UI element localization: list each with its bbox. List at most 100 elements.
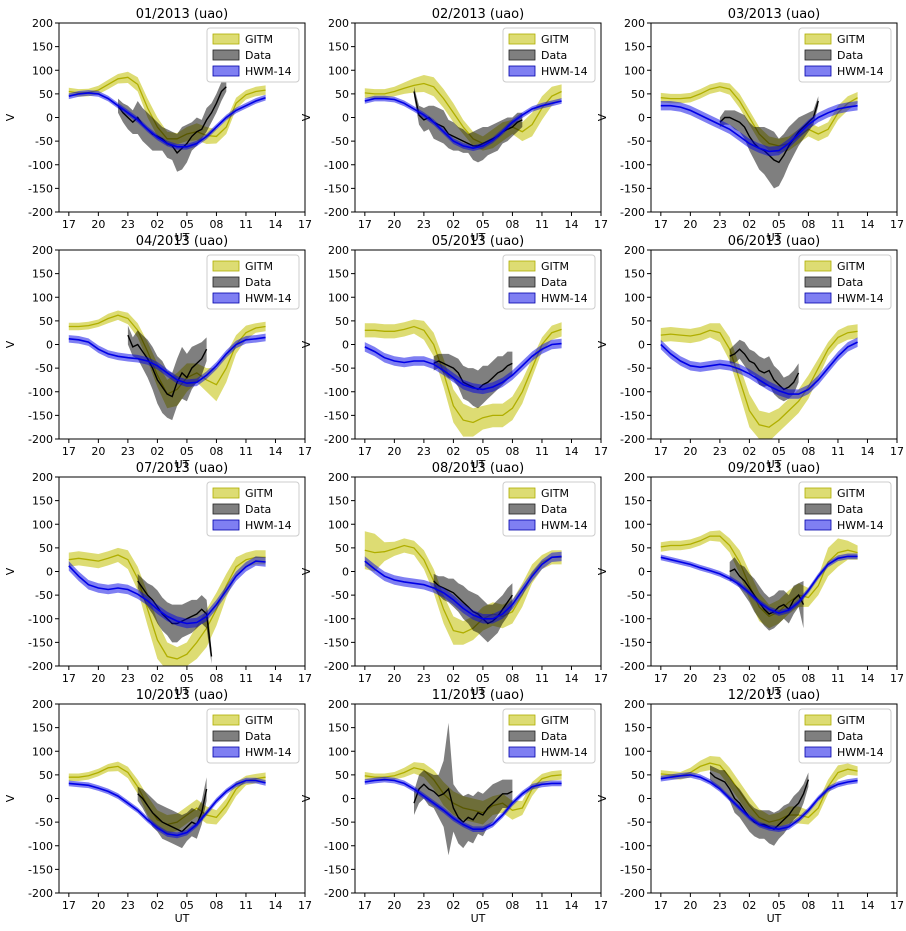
hwm-legend-swatch bbox=[804, 746, 832, 758]
y-tick-label: -100 bbox=[28, 159, 53, 172]
y-tick-label: -200 bbox=[620, 433, 645, 446]
x-tick-label: 02 bbox=[446, 445, 460, 458]
y-tick-label: 100 bbox=[624, 64, 645, 77]
hwm-legend-swatch bbox=[508, 65, 536, 77]
gitm-legend-swatch bbox=[804, 260, 832, 272]
y-tick-label: 50 bbox=[335, 542, 349, 555]
y-tick-label: -200 bbox=[28, 660, 53, 673]
panel-title: 06/2013 (uao) bbox=[728, 234, 820, 249]
x-tick-label: 08 bbox=[209, 218, 223, 231]
hwm-line bbox=[364, 342, 562, 391]
y-tick-label: -100 bbox=[324, 386, 349, 399]
hwm-legend-label: HWM-14 bbox=[541, 746, 588, 759]
x-axis-label: UT bbox=[767, 912, 782, 925]
plot-area bbox=[68, 71, 266, 172]
x-tick-label: 17 bbox=[654, 672, 668, 685]
x-tick-label: 11 bbox=[831, 218, 845, 231]
plot-area bbox=[68, 547, 266, 666]
hwm-line bbox=[364, 555, 562, 620]
y-tick-label: 50 bbox=[39, 88, 53, 101]
hwm-line bbox=[660, 341, 858, 395]
y-tick-label: -150 bbox=[324, 182, 349, 195]
hwm-band bbox=[68, 556, 266, 629]
x-tick-label: 17 bbox=[298, 899, 312, 912]
gitm-legend-label: GITM bbox=[245, 33, 273, 46]
data-legend-swatch bbox=[804, 503, 832, 515]
y-tick-label: 150 bbox=[328, 268, 349, 281]
gitm-legend-swatch bbox=[804, 714, 832, 726]
y-tick-label: 100 bbox=[32, 291, 53, 304]
x-tick-label: 17 bbox=[298, 672, 312, 685]
x-tick-label: 17 bbox=[298, 445, 312, 458]
gitm-band bbox=[68, 761, 266, 834]
gitm-band bbox=[364, 531, 562, 645]
y-tick-label: 200 bbox=[328, 17, 349, 30]
hwm-line bbox=[68, 560, 266, 625]
panel-title: 04/2013 (uao) bbox=[136, 234, 228, 249]
x-tick-label: 17 bbox=[358, 218, 372, 231]
y-tick-label: 100 bbox=[32, 745, 53, 758]
x-tick-label: 17 bbox=[594, 445, 608, 458]
hwm-line bbox=[68, 92, 266, 148]
x-tick-label: 08 bbox=[505, 899, 519, 912]
y-tick-label: -200 bbox=[28, 433, 53, 446]
y-tick-label: -150 bbox=[620, 182, 645, 195]
hwm-line bbox=[364, 97, 562, 150]
y-tick-label: -50 bbox=[331, 589, 349, 602]
panel-title: 05/2013 (uao) bbox=[432, 234, 524, 249]
x-axis-label: UT bbox=[175, 685, 190, 698]
x-axis-label: UT bbox=[471, 231, 486, 244]
data-legend-label: Data bbox=[541, 730, 567, 743]
y-tick-label: -200 bbox=[324, 433, 349, 446]
legend: GITM Data HWM-14 bbox=[798, 27, 892, 83]
x-axis-label: UT bbox=[767, 685, 782, 698]
gitm-legend-label: GITM bbox=[541, 260, 569, 273]
y-tick-label: -50 bbox=[331, 816, 349, 829]
x-tick-label: 20 bbox=[387, 445, 401, 458]
y-tick-label: 50 bbox=[39, 769, 53, 782]
y-tick-label: -150 bbox=[620, 863, 645, 876]
y-tick-label: 150 bbox=[328, 722, 349, 735]
y-axis-label: V bbox=[596, 113, 609, 121]
x-tick-label: 11 bbox=[239, 218, 253, 231]
x-tick-label: 17 bbox=[654, 445, 668, 458]
y-tick-label: -150 bbox=[620, 636, 645, 649]
gitm-band bbox=[364, 762, 562, 825]
y-tick-label: -100 bbox=[28, 613, 53, 626]
hwm-band bbox=[660, 772, 858, 832]
y-axis-label: V bbox=[300, 113, 313, 121]
x-tick-label: 05 bbox=[476, 672, 490, 685]
x-tick-label: 11 bbox=[535, 672, 549, 685]
hwm-band bbox=[660, 553, 858, 616]
x-tick-label: 17 bbox=[654, 899, 668, 912]
plot-area bbox=[364, 319, 562, 437]
x-tick-label: 17 bbox=[890, 899, 904, 912]
y-tick-label: 100 bbox=[328, 64, 349, 77]
y-tick-label: 150 bbox=[328, 495, 349, 508]
y-tick-label: -200 bbox=[28, 887, 53, 900]
gitm-legend-label: GITM bbox=[245, 260, 273, 273]
y-tick-label: -100 bbox=[620, 613, 645, 626]
plot-area bbox=[364, 722, 562, 856]
y-tick-label: 150 bbox=[624, 722, 645, 735]
x-axis-label: UT bbox=[767, 231, 782, 244]
x-tick-label: 11 bbox=[535, 899, 549, 912]
x-tick-label: 20 bbox=[91, 445, 105, 458]
data-legend-swatch bbox=[804, 276, 832, 288]
y-tick-label: -200 bbox=[620, 887, 645, 900]
gitm-legend-label: GITM bbox=[837, 487, 865, 500]
y-tick-label: 0 bbox=[638, 112, 645, 125]
y-axis-label: V bbox=[4, 794, 17, 802]
y-tick-label: -50 bbox=[627, 816, 645, 829]
gitm-legend-label: GITM bbox=[837, 33, 865, 46]
y-tick-label: 0 bbox=[46, 339, 53, 352]
y-tick-label: 50 bbox=[631, 88, 645, 101]
plot-area bbox=[364, 75, 562, 163]
y-tick-label: -50 bbox=[627, 135, 645, 148]
panel-title: 07/2013 (uao) bbox=[136, 461, 228, 476]
hwm-band bbox=[660, 337, 858, 399]
hwm-legend-swatch bbox=[212, 292, 240, 304]
y-axis-label: V bbox=[4, 340, 17, 348]
hwm-legend-label: HWM-14 bbox=[245, 519, 292, 532]
hwm-legend-swatch bbox=[508, 746, 536, 758]
